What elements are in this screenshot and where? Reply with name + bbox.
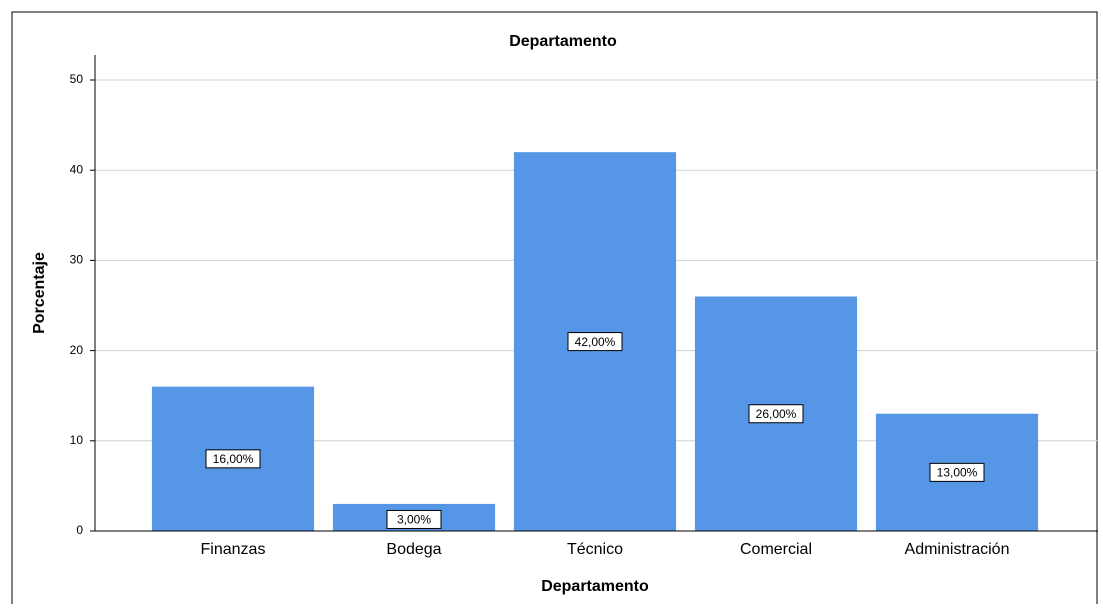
y-tick-label: 10 bbox=[70, 433, 84, 447]
x-axis-label: Departamento bbox=[541, 578, 649, 595]
value-label: 16,00% bbox=[213, 452, 254, 466]
x-tick-label: Comercial bbox=[740, 541, 812, 558]
y-tick-label: 40 bbox=[70, 162, 84, 176]
x-tick-label: Administración bbox=[905, 541, 1010, 558]
value-label-box bbox=[929, 462, 985, 482]
y-axis-label: Porcentaje bbox=[31, 252, 48, 334]
value-label-box bbox=[386, 509, 442, 529]
value-label-box bbox=[567, 332, 623, 352]
value-label: 3,00% bbox=[397, 513, 431, 527]
y-tick-label: 30 bbox=[70, 253, 84, 267]
y-tick-label: 20 bbox=[70, 343, 84, 357]
y-tick-label: 50 bbox=[70, 72, 84, 86]
x-tick-label: Bodega bbox=[386, 541, 441, 558]
value-label-box bbox=[205, 449, 261, 469]
y-tick-label: 0 bbox=[76, 523, 83, 537]
value-label: 13,00% bbox=[937, 466, 978, 480]
x-tick-label: Técnico bbox=[567, 541, 623, 558]
value-label: 26,00% bbox=[756, 407, 797, 421]
frame bbox=[11, 11, 1098, 609]
value-label-box bbox=[748, 404, 804, 424]
x-tick-label: Finanzas bbox=[201, 541, 266, 558]
chart-title: Departamento bbox=[509, 33, 617, 50]
value-label: 42,00% bbox=[575, 335, 616, 349]
